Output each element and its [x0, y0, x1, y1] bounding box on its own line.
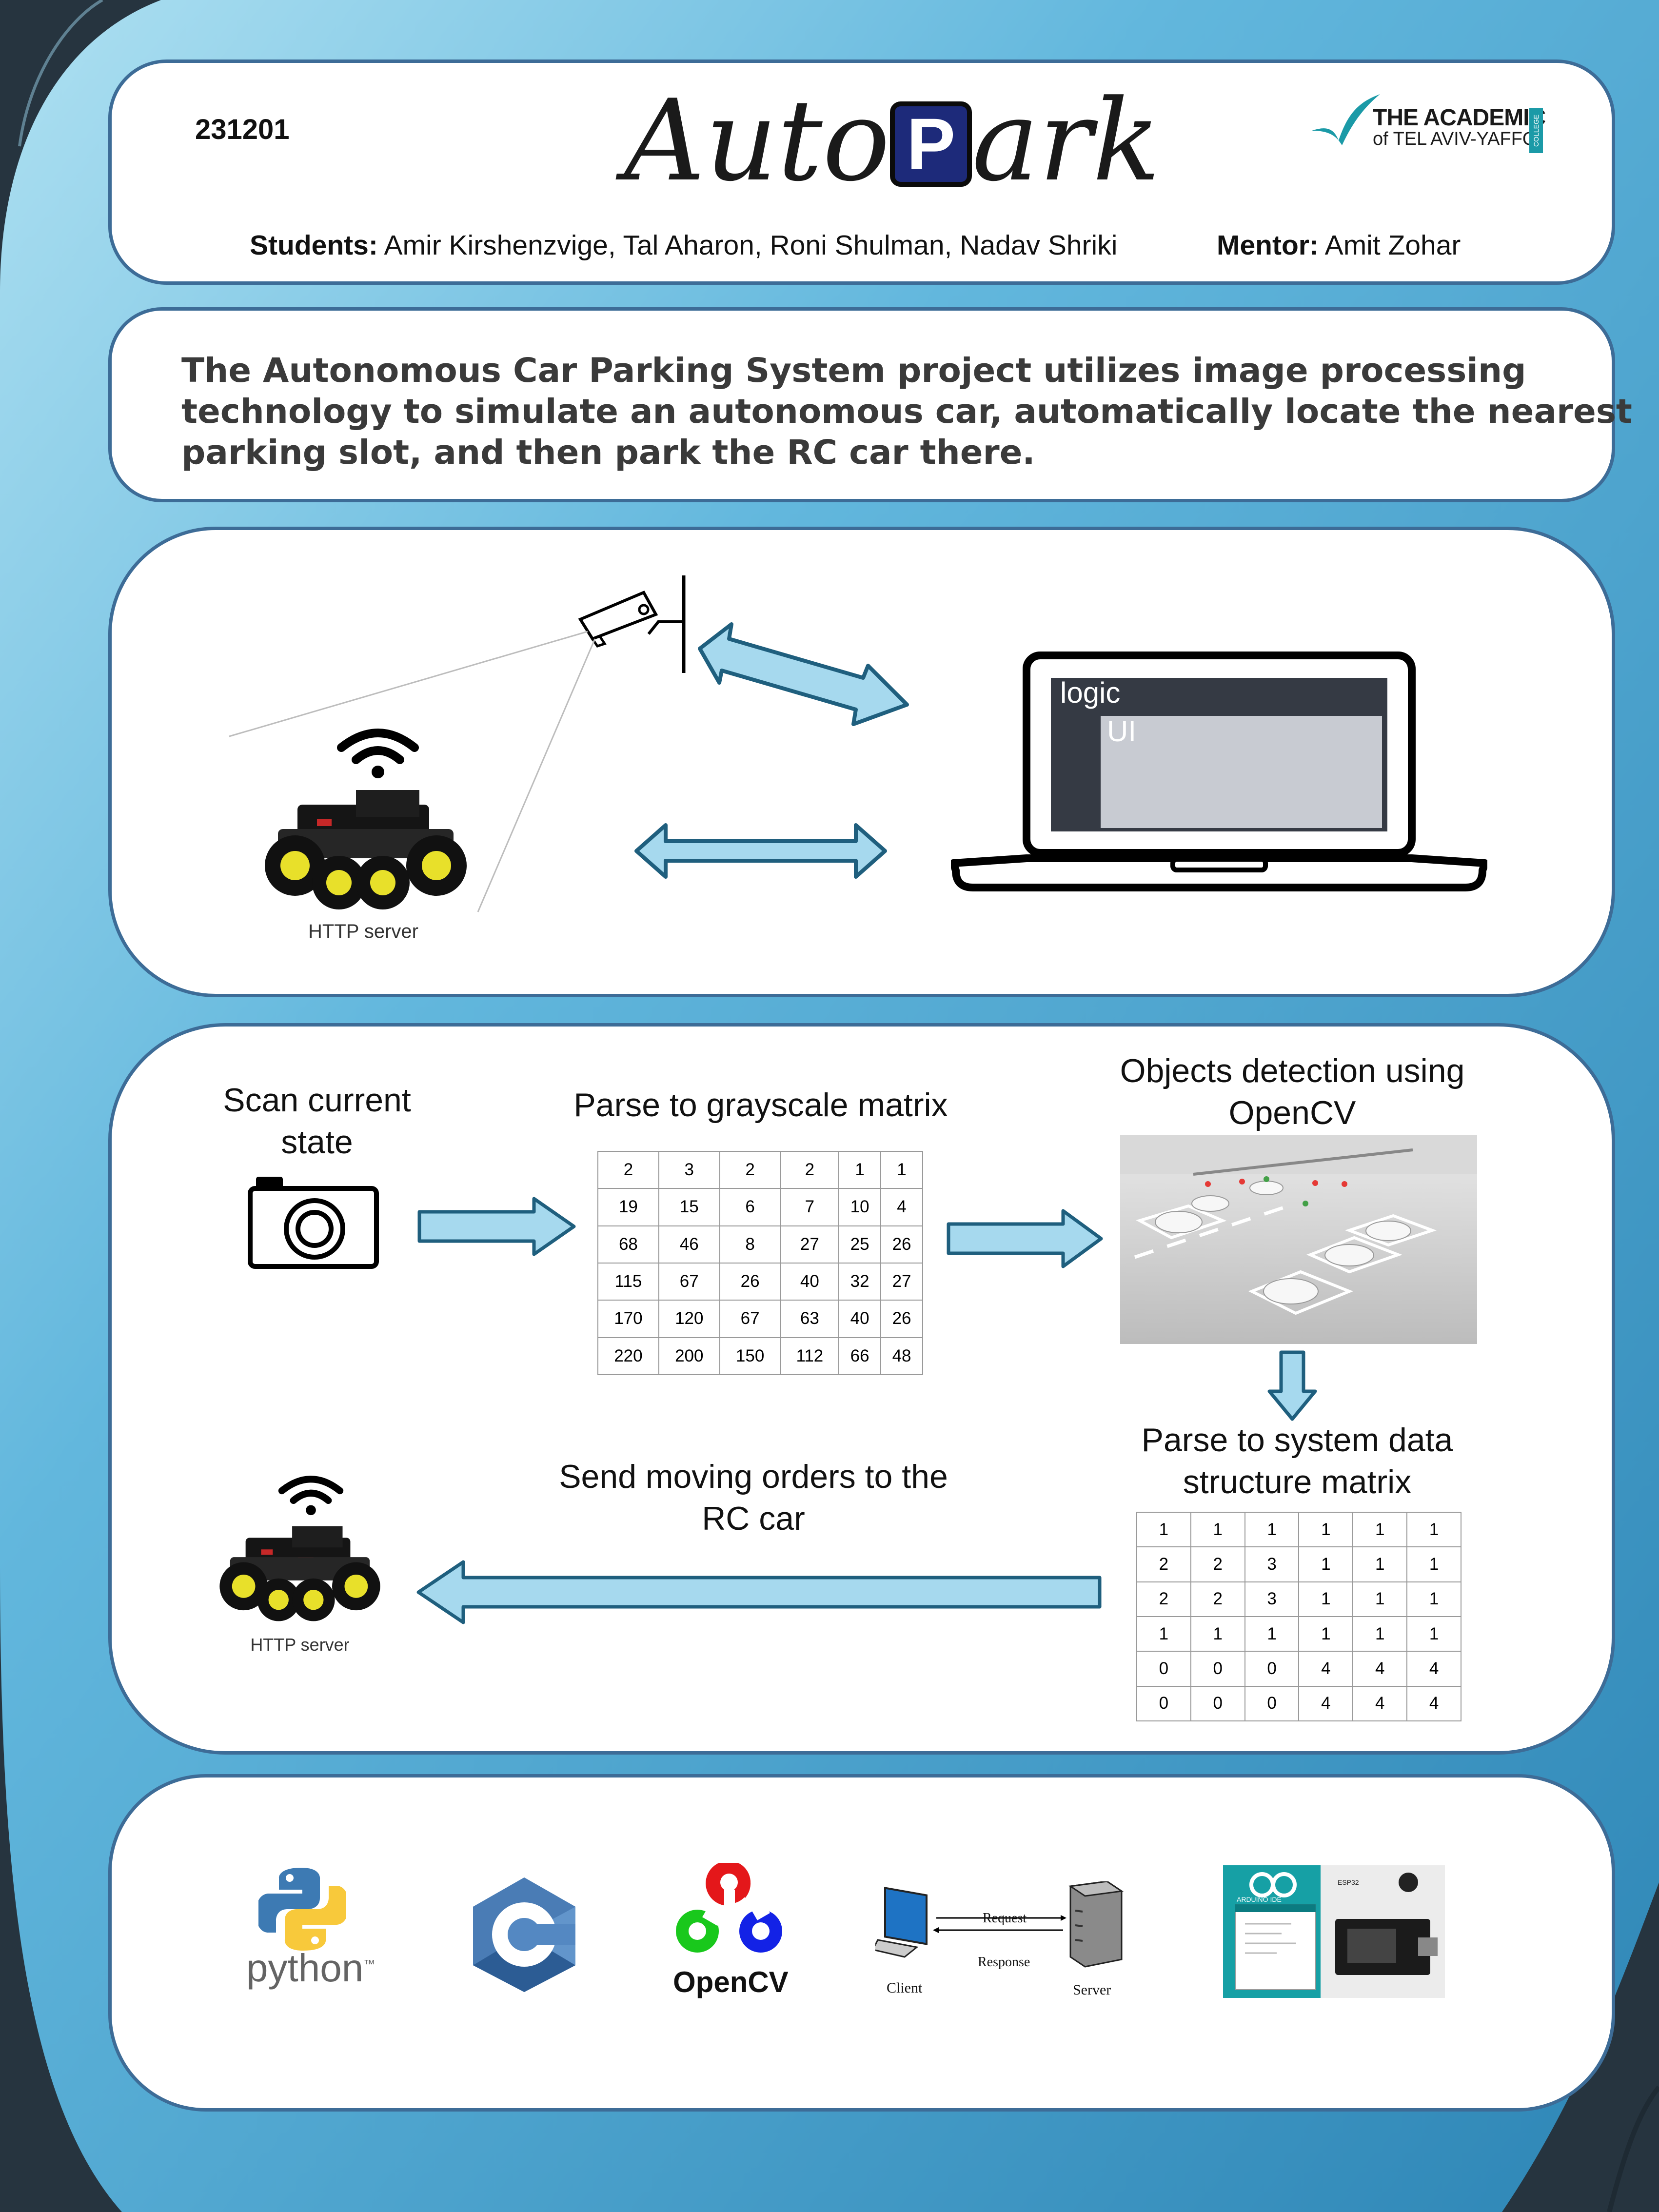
college-logo-text: THE ACADEMIC of TEL AVIV-YAFFO [1373, 105, 1546, 149]
rc-car-icon [265, 790, 467, 909]
laptop-icon [951, 652, 1487, 891]
logo-text-auto: Auto [624, 76, 890, 206]
parking-lot-image [1120, 1135, 1477, 1344]
header-panel [108, 59, 1615, 285]
mentor-line: Mentor: Amit Zohar [1217, 229, 1461, 261]
table-row: 220 200 150 112 66 48 [597, 1337, 923, 1376]
car-http-label-2: HTTP server [250, 1635, 350, 1655]
security-camera-icon [578, 575, 686, 673]
car-http-label: HTTP server [308, 921, 418, 942]
client-label: Client [887, 1980, 923, 1996]
table-row: 115 67 26 40 32 27 [597, 1262, 923, 1301]
students-line: Students: Amir Kirshenzvige, Tal Aharon,… [250, 229, 1117, 261]
abstract-line-3: parking slot, and then park the RC car t… [181, 433, 1035, 472]
structure-label: Parse to system data structure matrix [1141, 1422, 1453, 1501]
opencv-label: OpenCV [673, 1966, 789, 1998]
grayscale-to-detection-arrow [947, 1209, 1103, 1268]
orders-to-car-arrow [416, 1560, 1102, 1624]
laptop-logic-label: logic [1060, 676, 1121, 709]
college-logo-line1: THE ACADEMIC [1373, 105, 1546, 131]
camera-view-lines [229, 631, 596, 912]
scan-to-grayscale-arrow [417, 1197, 576, 1256]
college-logo-swoosh [1312, 94, 1380, 145]
poster-id: 231201 [195, 114, 290, 145]
abstract-text: The Autonomous Car Parking System projec… [181, 350, 1632, 473]
abstract-line-1: The Autonomous Car Parking System projec… [181, 351, 1526, 390]
opencv-logo-icon [676, 1863, 782, 1953]
arduino-esp32-image: ESP32 ARDUINO IDE [1223, 1865, 1445, 1998]
svg-text:ESP32: ESP32 [1338, 1878, 1359, 1886]
camera-icon [248, 1177, 379, 1269]
abstract-line-2: technology to simulate an autonomous car… [181, 392, 1632, 431]
wifi-icon-2 [278, 1476, 344, 1516]
detection-label: Objects detection using OpenCV [1120, 1052, 1465, 1131]
c-language-logo-icon [473, 1877, 575, 1992]
students-label: Students: [250, 230, 378, 261]
parking-p-icon: P [890, 101, 972, 187]
table-row: 68 46 8 27 25 26 [597, 1225, 923, 1264]
mentor-name: Amit Zohar [1324, 230, 1461, 261]
grayscale-label: Parse to grayscale matrix [573, 1086, 948, 1124]
client-server-diagram [875, 1881, 1124, 1968]
wifi-icon [337, 729, 419, 778]
laptop-ui-label: UI [1107, 715, 1136, 748]
college-logo-side: COLLEGE [1529, 108, 1543, 153]
python-label: python™ [246, 1946, 375, 1990]
request-label: Request [983, 1911, 1027, 1926]
students-names: Amir Kirshenzvige, Tal Aharon, Roni Shul… [384, 230, 1118, 261]
response-label: Response [978, 1955, 1030, 1970]
logo-text-ark: ark [972, 76, 1161, 206]
python-logo-icon [258, 1868, 346, 1951]
car-laptop-arrow [634, 823, 887, 879]
college-logo-line2: of TEL AVIV-YAFFO [1373, 129, 1537, 149]
rc-car-icon-2 [219, 1526, 380, 1621]
detection-to-structure-arrow [1267, 1350, 1317, 1421]
server-label: Server [1073, 1982, 1111, 1998]
svg-text:ARDUINO IDE: ARDUINO IDE [1237, 1896, 1282, 1903]
table-row: 19 15 6 7 10 4 [597, 1188, 923, 1226]
mentor-label: Mentor: [1217, 230, 1319, 261]
table-row: 170 120 67 63 40 26 [597, 1300, 923, 1338]
abstract-panel [108, 307, 1615, 502]
send-orders-label: Send moving orders to the RC car [559, 1458, 948, 1537]
camera-laptop-arrow [698, 622, 909, 726]
scan-state-label: Scan current state [223, 1082, 411, 1161]
